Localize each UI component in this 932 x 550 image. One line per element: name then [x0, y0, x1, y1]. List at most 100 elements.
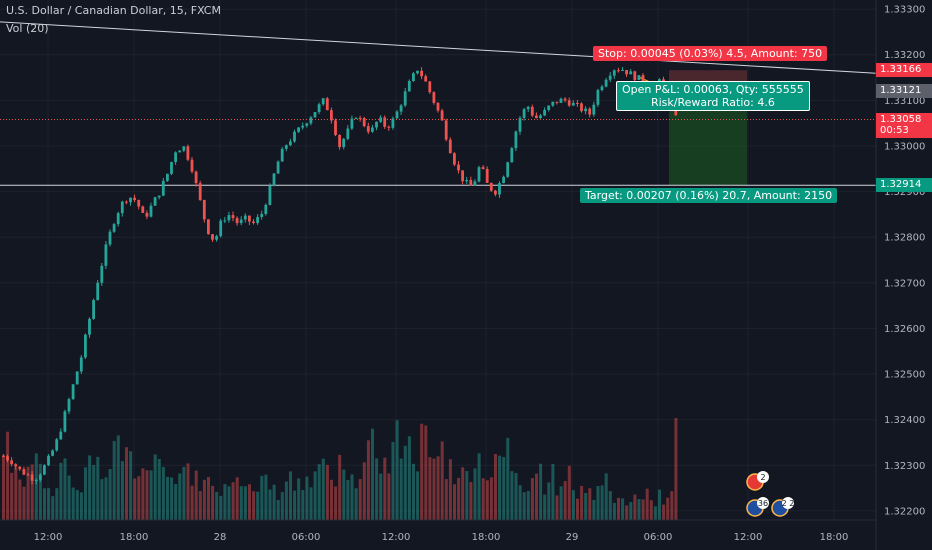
volume-bar	[485, 480, 489, 520]
candle-body	[100, 265, 104, 283]
volume-bar	[649, 500, 653, 520]
candle-body	[108, 231, 112, 245]
candle-body	[424, 76, 428, 82]
candle-body	[284, 145, 288, 149]
volume-bar	[518, 485, 522, 520]
volume-bar	[498, 455, 502, 520]
volume-bar	[346, 480, 350, 520]
open-pnl-label[interactable]: Open P&L: 0.00063, Qty: 555555 Risk/Rewa…	[616, 80, 810, 111]
volume-bar	[215, 491, 219, 520]
volume-bar	[47, 488, 51, 520]
volume-bar	[38, 463, 42, 520]
candle-body	[399, 105, 403, 112]
volume-bar	[178, 473, 182, 520]
candle-body	[448, 139, 452, 154]
candle-body	[321, 98, 325, 105]
candle-body	[92, 300, 95, 319]
volume-bar	[338, 454, 342, 520]
volume-bar	[379, 473, 383, 520]
candle-body	[239, 219, 243, 224]
volume-bar	[194, 470, 198, 520]
volume-bar	[289, 471, 292, 520]
candle-body	[485, 169, 489, 183]
volume-bar	[75, 490, 79, 520]
volume-bar	[211, 485, 215, 520]
candle-body	[104, 244, 108, 266]
volume-bar	[371, 428, 374, 520]
volume-bar	[674, 418, 678, 520]
y-tick-label: 1.33100	[884, 96, 925, 107]
candle-body	[559, 98, 563, 103]
volume-bar	[420, 423, 424, 520]
risk-reward-text: Risk/Reward Ratio: 4.6	[650, 95, 775, 109]
volume-bar	[362, 462, 366, 520]
candle-body	[489, 182, 493, 191]
volume-bar	[666, 497, 670, 520]
candle-body	[170, 162, 173, 174]
volume-bar	[88, 455, 92, 520]
y-tick-label: 1.32700	[884, 278, 925, 289]
candle-body	[79, 357, 83, 372]
x-tick-label: 06:00	[644, 532, 673, 543]
x-tick-label: 12:00	[734, 532, 763, 543]
volume-bar	[137, 476, 141, 520]
candle-body	[346, 128, 350, 139]
volume-bar	[125, 447, 128, 520]
candle-body	[248, 215, 251, 222]
candle-body	[235, 218, 239, 224]
candle-body	[55, 439, 59, 451]
candle-body	[166, 173, 169, 181]
volume-indicator-label[interactable]: Vol (20)	[6, 22, 49, 35]
stop-label[interactable]: Stop: 0.00045 (0.03%) 4.5, Amount: 750	[593, 46, 828, 62]
x-tick-label: 12:00	[34, 532, 63, 543]
candle-body	[211, 234, 214, 240]
candle-body	[592, 104, 596, 115]
volume-bar	[645, 488, 649, 520]
volume-bar	[223, 484, 227, 520]
volume-bar	[641, 499, 645, 520]
volume-bar	[403, 445, 407, 520]
candle-body	[535, 115, 538, 119]
candle-body	[112, 224, 116, 232]
candle-body	[43, 465, 46, 475]
volume-bar	[79, 492, 83, 520]
us-flag-icon-count: 36	[758, 499, 768, 508]
us-flag-icon-badge	[757, 497, 769, 509]
candle-body	[571, 102, 575, 106]
candle-body	[621, 70, 624, 72]
volume-bar	[514, 472, 518, 520]
volume-bar	[563, 481, 567, 520]
volume-bar	[252, 491, 256, 520]
volume-bar	[112, 440, 116, 520]
volume-bar	[510, 471, 514, 520]
x-tick-label: 06:00	[292, 532, 321, 543]
volume-bar	[284, 481, 288, 520]
candle-body	[330, 110, 333, 121]
us-flag-icon-2-count: 2 2	[782, 499, 795, 508]
candle-body	[403, 91, 407, 106]
economic-events[interactable]: 2 36 2 2	[746, 471, 795, 517]
candle-body	[391, 118, 395, 128]
target-label[interactable]: Target: 0.00207 (0.16%) 20.7, Amount: 21…	[580, 188, 838, 204]
volume-bar	[670, 491, 674, 520]
volume-bar	[658, 489, 661, 520]
candle-body	[674, 107, 678, 116]
volume-bar	[227, 486, 231, 520]
volume-bar	[166, 476, 169, 520]
volume-bar	[174, 484, 178, 520]
candle-body	[518, 117, 522, 132]
candle-body	[350, 118, 354, 129]
candle-body	[231, 215, 235, 219]
candle-body	[190, 159, 194, 172]
candle-body	[608, 75, 612, 80]
candle-body	[641, 75, 645, 84]
volume-bar	[625, 505, 629, 520]
candle-body	[543, 109, 546, 116]
candle-body	[362, 118, 366, 127]
candle-body	[2, 456, 5, 458]
candle-body	[416, 70, 419, 74]
x-tick-label: 18:00	[820, 532, 849, 543]
price-tag-target: 1.32914	[876, 178, 932, 193]
volume-bar	[297, 478, 301, 520]
